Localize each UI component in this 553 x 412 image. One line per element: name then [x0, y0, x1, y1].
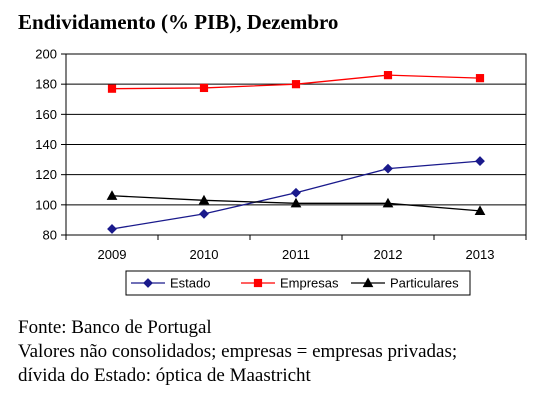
point-particulares-2011: [290, 197, 302, 208]
y-tick-label-100: 100: [35, 197, 57, 212]
point-empresas-2013: [475, 74, 485, 83]
series-particulares: [106, 190, 486, 215]
series-empresas: [107, 71, 485, 93]
y-tick-label-160: 160: [35, 107, 57, 122]
x-tick-label-2011: 2011: [282, 247, 310, 262]
point-estado-2009: [107, 224, 117, 234]
x-tick-label-2012: 2012: [374, 247, 403, 262]
footer-note-1: Valores não consolidados; empresas = emp…: [18, 341, 458, 362]
legend-box: [125, 270, 471, 296]
point-estado-2013: [475, 156, 485, 166]
point-particulares-2013: [474, 205, 486, 215]
legend-marker-empresas: [253, 278, 263, 288]
legend-label-estado: Estado: [170, 276, 210, 291]
point-particulares-2012: [382, 197, 394, 208]
x-tick-label-2013: 2013: [466, 247, 495, 262]
y-axis: 80 100 120 140 160 180 200: [35, 47, 66, 243]
y-tick-label-120: 120: [35, 167, 57, 182]
footer-source: Fonte: Banco de Portugal: [18, 317, 212, 338]
series-group: [106, 71, 486, 234]
point-estado-2012: [383, 163, 393, 174]
legend: Estado Empresas Particulares: [125, 270, 471, 296]
y-tick-label-80: 80: [43, 228, 57, 243]
point-empresas-2009: [107, 84, 117, 93]
footer-note-2: dívida do Estado: óptica de Maastricht: [18, 365, 311, 386]
point-empresas-2010: [199, 83, 209, 93]
point-empresas-2012: [383, 71, 393, 80]
y-tick-label-200: 200: [35, 47, 57, 62]
grid-lines: [66, 83, 526, 206]
series-estado: [107, 156, 485, 234]
x-tick-label-2009: 2009: [98, 247, 127, 262]
line-chart: 80 100 120 140 160 180 200 2009 2010 2011 2012 201…: [35, 47, 527, 296]
point-estado-2011: [291, 187, 301, 198]
point-empresas-2011: [291, 80, 301, 89]
footer-notes: Fonte: Banco de Portugal Valores não con…: [18, 316, 457, 388]
point-estado-2010: [199, 208, 209, 219]
point-particulares-2009: [106, 190, 118, 200]
x-tick-label-2010: 2010: [190, 247, 219, 262]
chart-title: Endividamento (% PIB), Dezembro: [18, 10, 339, 34]
y-tick-label-140: 140: [35, 137, 57, 152]
legend-label-empresas: Empresas: [280, 276, 339, 291]
y-tick-label-180: 180: [35, 77, 57, 92]
legend-marker-particulares: [362, 277, 374, 288]
legend-label-particulares: Particulares: [390, 276, 459, 291]
point-particulares-2010: [198, 194, 210, 205]
x-axis: 2009 2010 2011 2012 2013: [65, 235, 527, 262]
legend-marker-estado: [143, 278, 153, 288]
